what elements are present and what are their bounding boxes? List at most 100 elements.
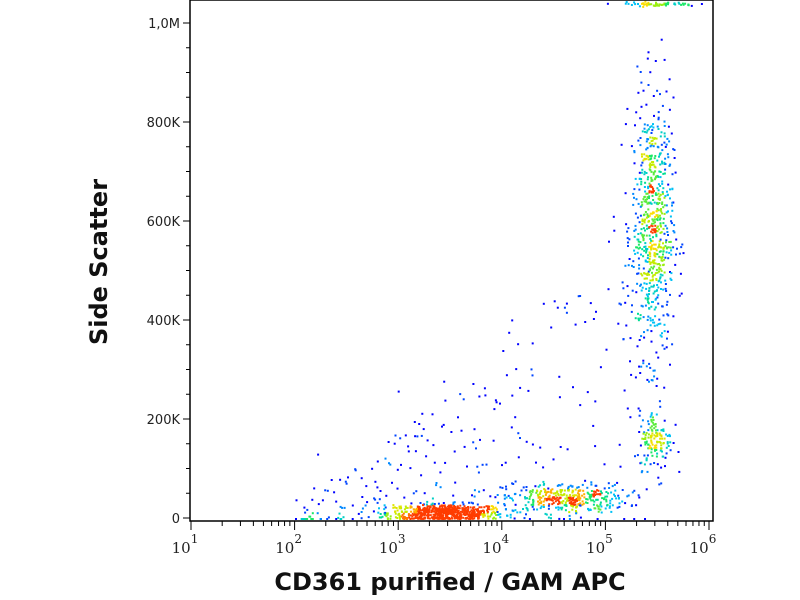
data-point: [510, 497, 513, 500]
data-point: [430, 503, 433, 506]
data-point: [494, 512, 496, 515]
data-point: [659, 93, 661, 96]
data-point: [650, 439, 653, 442]
data-point: [665, 433, 668, 436]
data-point: [659, 163, 662, 166]
x-tick-exponent: 3: [398, 532, 406, 546]
data-point: [641, 286, 644, 289]
data-point: [641, 161, 644, 164]
data-point: [404, 434, 407, 437]
data-point: [496, 494, 499, 496]
data-point: [457, 416, 459, 419]
data-point: [431, 497, 434, 500]
data-point: [522, 486, 525, 489]
data-point: [626, 285, 629, 288]
data-point: [532, 503, 535, 506]
data-point: [646, 295, 649, 298]
data-point: [447, 504, 450, 507]
data-point: [544, 493, 547, 496]
data-point: [556, 499, 559, 502]
data-point: [656, 159, 659, 162]
data-point: [644, 218, 647, 221]
data-point: [644, 436, 647, 439]
data-point: [657, 192, 660, 195]
data-point: [652, 262, 655, 265]
data-point: [646, 213, 649, 216]
data-point: [571, 491, 574, 494]
data-point: [664, 287, 667, 290]
data-point: [638, 431, 641, 433]
data-point: [642, 362, 645, 365]
data-point: [444, 461, 447, 464]
data-point: [399, 505, 402, 508]
data-point: [459, 514, 461, 517]
data-point: [442, 518, 445, 520]
data-point: [656, 441, 659, 443]
data-point: [637, 257, 640, 260]
data-point: [674, 171, 677, 174]
data-point: [592, 318, 595, 320]
data-point: [647, 315, 650, 318]
data-point: [597, 505, 599, 508]
data-point: [427, 512, 430, 514]
data-point: [522, 508, 524, 510]
data-point: [660, 466, 663, 469]
data-point: [585, 498, 588, 501]
data-point: [650, 434, 652, 437]
data-point: [529, 490, 532, 493]
data-point: [456, 507, 459, 510]
data-point: [499, 513, 502, 516]
data-point: [577, 492, 580, 495]
data-point: [656, 89, 659, 92]
data-point: [642, 198, 645, 201]
data-point: [634, 252, 637, 255]
data-point: [634, 228, 637, 231]
data-point: [552, 502, 555, 504]
data-point: [335, 500, 338, 503]
data-point: [557, 503, 560, 506]
data-point: [589, 497, 592, 500]
data-point: [655, 449, 658, 451]
data-point: [658, 245, 661, 248]
data-point: [467, 506, 469, 508]
data-point: [577, 499, 580, 502]
data-point: [636, 272, 639, 275]
data-point: [629, 416, 632, 419]
data-point: [666, 337, 668, 340]
data-point: [513, 517, 516, 520]
data-point: [663, 419, 666, 422]
data-point: [657, 128, 660, 130]
data-point: [401, 514, 404, 517]
data-point: [647, 187, 650, 190]
data-point: [666, 435, 669, 437]
data-point: [665, 90, 668, 93]
data-point: [654, 449, 657, 451]
data-point: [632, 203, 635, 206]
data-point: [431, 502, 434, 505]
data-point: [671, 343, 674, 346]
data-point: [474, 508, 477, 511]
data-point: [568, 499, 571, 502]
data-point: [609, 499, 612, 502]
data-point: [577, 295, 580, 298]
data-point: [423, 511, 426, 514]
data-point: [660, 257, 663, 260]
data-point: [554, 500, 557, 503]
data-point: [547, 507, 550, 510]
data-point: [570, 502, 573, 505]
data-point: [423, 514, 426, 517]
data-point: [357, 512, 360, 515]
data-point: [652, 423, 655, 426]
data-point: [645, 293, 648, 296]
data-point: [638, 414, 641, 417]
data-point: [439, 510, 442, 513]
data-point: [649, 136, 652, 139]
data-point: [667, 314, 670, 317]
data-point: [551, 503, 554, 506]
data-point: [422, 517, 425, 520]
data-point: [651, 161, 653, 164]
data-point: [551, 499, 554, 502]
data-point: [450, 431, 453, 433]
data-point: [562, 500, 565, 502]
data-point: [417, 512, 420, 515]
